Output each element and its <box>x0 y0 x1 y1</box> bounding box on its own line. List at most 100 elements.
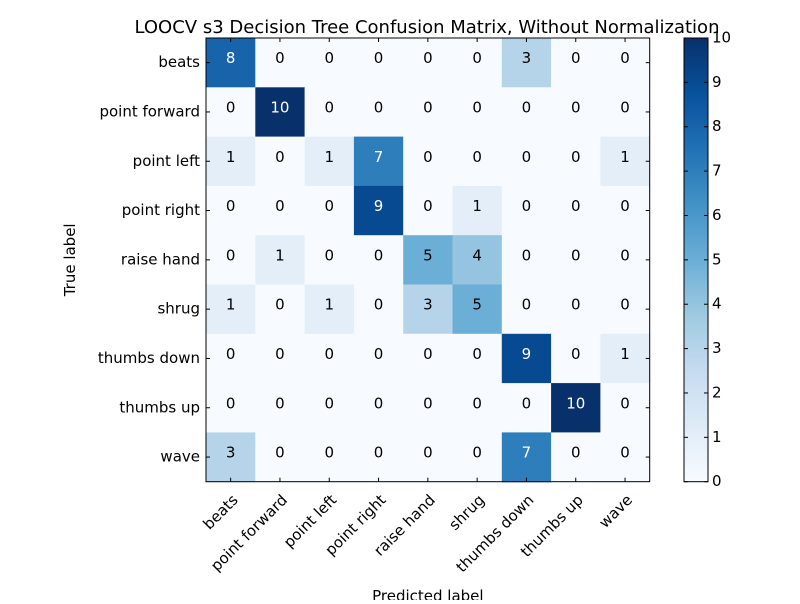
heatmap-cell <box>255 284 306 335</box>
cell-value-label: 0 <box>324 98 334 116</box>
heatmap-cell <box>255 87 306 138</box>
colorbar-ticks: 0 1 2 3 4 5 6 7 8 9 10 <box>684 29 731 490</box>
cell-value-label: 0 <box>374 98 384 116</box>
cell-value-label: 0 <box>571 197 581 215</box>
heatmap-cell <box>452 383 503 433</box>
cell-value-label: 10 <box>270 98 289 116</box>
heatmap-cell <box>255 383 306 433</box>
cell-value-label: 0 <box>423 394 433 412</box>
cell-value-label: 4 <box>472 246 482 264</box>
heatmap-cell <box>353 136 404 187</box>
heatmap-cell <box>206 38 256 88</box>
cell-value-label: 0 <box>620 49 630 67</box>
heatmap-cell <box>353 383 404 433</box>
y-tick-label: point right <box>122 201 200 219</box>
heatmap-cell <box>353 87 404 138</box>
cell-value-label: 0 <box>275 394 285 412</box>
heatmap-cell <box>501 383 552 433</box>
cell-value-label: 0 <box>522 148 532 166</box>
heatmap-cell <box>255 333 306 384</box>
cell-value-label: 0 <box>324 394 334 412</box>
chart-title: LOOCV s3 Decision Tree Confusion Matrix,… <box>135 17 720 38</box>
heatmap-cell <box>600 87 651 138</box>
cell-value-label: 0 <box>374 246 384 264</box>
cell-value-label: 0 <box>423 345 433 363</box>
cell-value-label: 0 <box>472 345 482 363</box>
cell-value-label: 0 <box>275 197 285 215</box>
y-tick-label: beats <box>158 53 200 71</box>
colorbar-tick-label: 6 <box>712 206 722 224</box>
heatmap-cell <box>600 185 651 236</box>
heatmap-cell <box>255 185 306 236</box>
cell-value-label: 0 <box>374 394 384 412</box>
cell-value-label: 0 <box>522 296 532 314</box>
heatmap-cell <box>600 432 651 483</box>
heatmap-cell <box>403 87 454 138</box>
x-tick-label: beats <box>199 491 241 533</box>
cell-value-label: 0 <box>324 197 334 215</box>
cell-value-label: 0 <box>275 148 285 166</box>
heatmap-cell <box>501 333 552 384</box>
cell-value-label: 1 <box>620 345 630 363</box>
heatmap-cell <box>353 284 404 335</box>
heatmap-cell <box>255 136 306 187</box>
cell-value-label: 0 <box>620 197 630 215</box>
heatmap-cell <box>403 136 454 187</box>
colorbar-tick-label: 7 <box>712 162 722 180</box>
heatmap-cell <box>600 235 651 286</box>
y-axis-label: True label <box>61 223 79 297</box>
heatmap-cell <box>353 185 404 236</box>
cell-value-label: 0 <box>620 98 630 116</box>
cell-value-label: 0 <box>472 148 482 166</box>
colorbar-tick-label: 2 <box>712 383 722 401</box>
colorbar-tick-label: 9 <box>712 73 722 91</box>
heatmap-cell <box>452 87 503 138</box>
cell-value-label: 1 <box>620 148 630 166</box>
cell-value-label: 0 <box>620 444 630 462</box>
heatmap-cell <box>353 235 404 286</box>
cell-value-label: 0 <box>620 246 630 264</box>
heatmap-cell <box>206 432 256 483</box>
heatmap-cells <box>206 38 651 483</box>
y-tick-label: thumbs down <box>98 349 200 367</box>
cell-value-label: 0 <box>374 296 384 314</box>
heatmap-cell <box>600 383 651 433</box>
heatmap-cell <box>501 185 552 236</box>
heatmap-cell <box>255 432 306 483</box>
heatmap-cell <box>452 284 503 335</box>
heatmap-cell <box>452 333 503 384</box>
heatmap-cell <box>255 235 306 286</box>
cell-value-label: 7 <box>374 148 384 166</box>
heatmap-cell <box>551 38 601 88</box>
cell-value-label: 1 <box>226 296 236 314</box>
heatmap-cell <box>551 432 601 483</box>
cell-value-label: 0 <box>571 148 581 166</box>
heatmap-cell <box>600 38 651 88</box>
heatmap-cell <box>551 185 601 236</box>
cell-value-label: 0 <box>275 296 285 314</box>
cell-value-label: 9 <box>522 345 532 363</box>
colorbar-tick-label: 8 <box>712 117 722 135</box>
cell-value-label: 7 <box>522 444 532 462</box>
cell-value-label: 0 <box>522 246 532 264</box>
cell-value-label: 9 <box>374 197 384 215</box>
cell-value-label: 1 <box>275 246 285 264</box>
heatmap-cell <box>255 38 306 88</box>
cell-value-label: 3 <box>423 296 433 314</box>
cell-value-label: 0 <box>226 394 236 412</box>
heatmap-cell <box>353 333 404 384</box>
cell-value-label: 5 <box>472 296 482 314</box>
heatmap-cell <box>206 87 256 138</box>
heatmap-cell <box>551 383 601 433</box>
heatmap-cell <box>452 235 503 286</box>
cell-value-label: 0 <box>472 444 482 462</box>
cell-value-label: 0 <box>226 345 236 363</box>
heatmap-cell <box>551 284 601 335</box>
heatmap-cell <box>452 432 503 483</box>
cell-value-label: 1 <box>226 148 236 166</box>
cell-value-label: 0 <box>324 246 334 264</box>
heatmap-cell <box>452 185 503 236</box>
cell-value-label: 0 <box>522 394 532 412</box>
